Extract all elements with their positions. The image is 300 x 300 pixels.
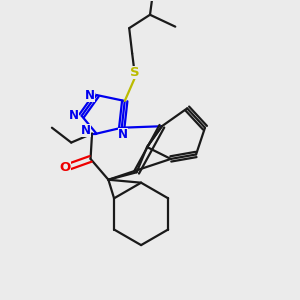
- Text: N: N: [118, 128, 128, 141]
- Text: N: N: [85, 88, 95, 101]
- Text: O: O: [60, 161, 71, 174]
- Text: N: N: [69, 109, 79, 122]
- Text: S: S: [130, 66, 140, 79]
- Text: N: N: [80, 124, 91, 137]
